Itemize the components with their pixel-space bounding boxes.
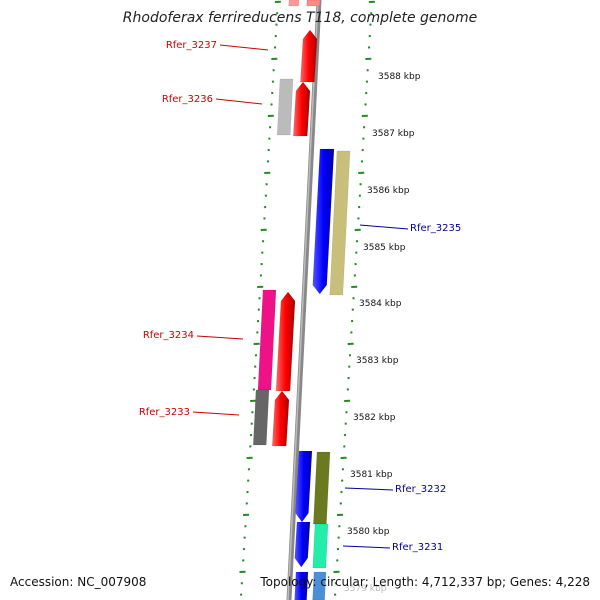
gene-label-rfer-3231[interactable]: Rfer_3231 bbox=[392, 542, 443, 553]
gene-arrow-forward bbox=[275, 291, 296, 392]
ticks-right bbox=[333, 0, 375, 596]
gene-arrow-forward bbox=[271, 390, 290, 447]
cog-box bbox=[276, 78, 294, 136]
kbp-label: 3584 kbp bbox=[359, 299, 402, 309]
gene-arrow-forward bbox=[300, 29, 318, 83]
map-title: Rhodoferax ferrireducens T118, complete … bbox=[122, 10, 478, 26]
cog-box bbox=[257, 289, 277, 391]
kbp-label: 3580 kbp bbox=[347, 527, 390, 537]
gene-arrow-forward bbox=[293, 81, 311, 137]
cog-box bbox=[312, 523, 329, 569]
kbp-label: 3586 kbp bbox=[367, 186, 410, 196]
cog-box bbox=[313, 451, 331, 525]
cog-box bbox=[288, 0, 300, 7]
gene-label-rfer-3233[interactable]: Rfer_3233 bbox=[139, 407, 190, 418]
kbp-label: 3581 kbp bbox=[350, 470, 393, 480]
cog-box bbox=[312, 571, 327, 600]
kbp-label: 3587 kbp bbox=[372, 129, 415, 139]
kbp-label: 3582 kbp bbox=[353, 413, 396, 423]
label-leader-line bbox=[342, 545, 391, 549]
gene-label-rfer-3232[interactable]: Rfer_3232 bbox=[395, 484, 446, 495]
label-leader-line bbox=[196, 335, 244, 340]
gene-arrow-reverse bbox=[294, 521, 311, 568]
cog-box bbox=[329, 150, 351, 296]
gene-label-rfer-3237[interactable]: Rfer_3237 bbox=[166, 40, 217, 51]
kbp-label: 3583 kbp bbox=[356, 356, 399, 366]
backbone-highlight bbox=[287, 0, 319, 600]
gene-label-rfer-3234[interactable]: Rfer_3234 bbox=[143, 330, 194, 341]
cog-box bbox=[252, 389, 270, 446]
label-leader-line bbox=[215, 98, 263, 105]
kbp-label: 3585 kbp bbox=[363, 243, 406, 253]
label-leader-line bbox=[359, 224, 409, 230]
gene-arrow-reverse bbox=[295, 450, 313, 523]
label-leader-line bbox=[219, 44, 269, 51]
kbp-label: 3579 kbp bbox=[344, 584, 387, 594]
gene-label-lines bbox=[192, 44, 409, 549]
gene-features bbox=[252, 0, 351, 600]
gene-label-rfer-3236[interactable]: Rfer_3236 bbox=[162, 94, 213, 105]
label-leader-line bbox=[344, 487, 394, 491]
ticks-left bbox=[239, 0, 281, 596]
gene-label-rfer-3235[interactable]: Rfer_3235 bbox=[410, 223, 461, 234]
gene-arrow-reverse bbox=[294, 571, 309, 600]
label-leader-line bbox=[192, 411, 240, 416]
gene-arrow-reverse bbox=[312, 148, 335, 295]
gene-arrow-forward bbox=[306, 0, 321, 7]
genome-backbone bbox=[286, 0, 322, 600]
kbp-label: 3588 kbp bbox=[378, 72, 421, 82]
topology-text: Topology: circular; Length: 4,712,337 bp… bbox=[260, 575, 590, 589]
accession-text: Accession: NC_007908 bbox=[10, 575, 147, 589]
